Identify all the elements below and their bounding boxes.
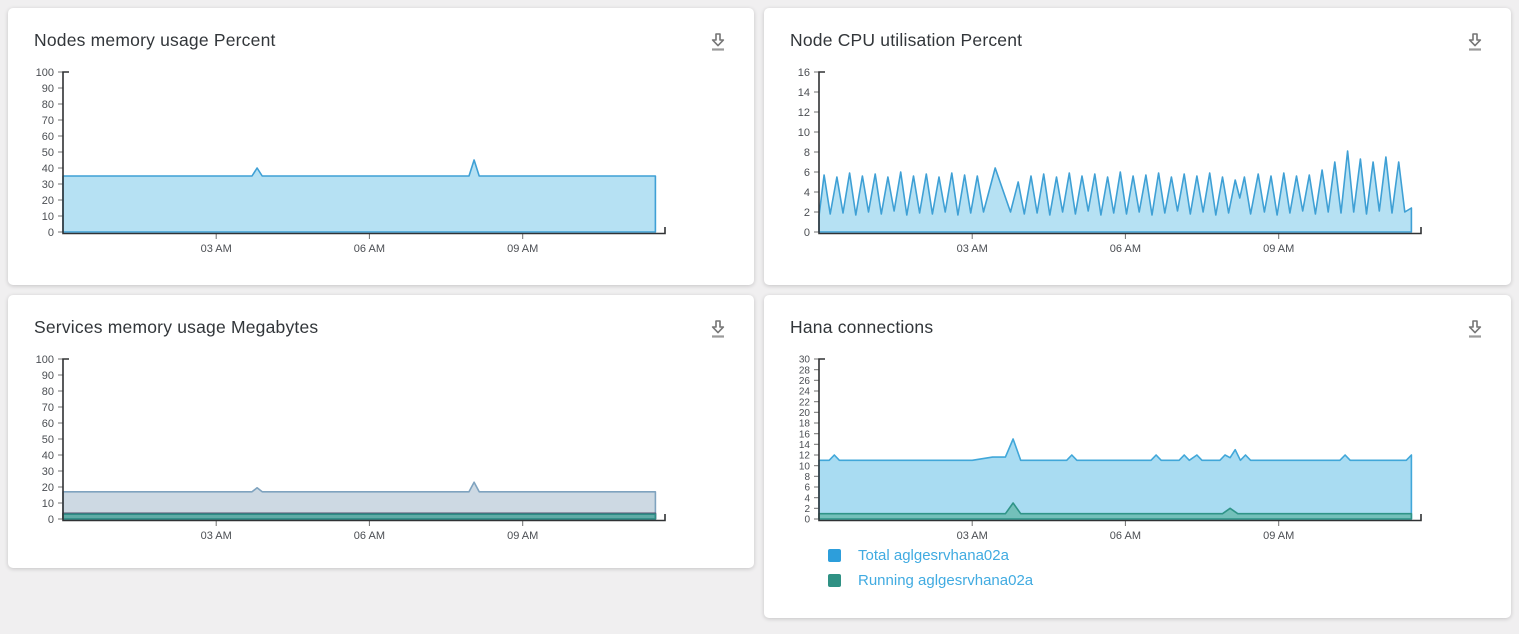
svg-text:10: 10 [42, 498, 54, 510]
download-button[interactable] [1463, 317, 1487, 341]
svg-text:60: 60 [42, 131, 54, 143]
legend-item-running[interactable]: Running aglgesrvhana02a [828, 568, 1033, 593]
svg-text:09 AM: 09 AM [1263, 243, 1294, 255]
download-icon [711, 320, 725, 338]
panel-services-memory-usage: Services memory usage Megabytes 0 10 20 30 4… [8, 295, 754, 568]
svg-text:60: 60 [42, 418, 54, 430]
svg-text:30: 30 [42, 179, 54, 191]
svg-text:06 AM: 06 AM [354, 243, 385, 255]
svg-text:03 AM: 03 AM [957, 530, 988, 542]
legend-swatch-running-icon [828, 574, 841, 587]
download-button[interactable] [706, 317, 730, 341]
svg-text:14: 14 [798, 87, 810, 99]
svg-text:22: 22 [799, 397, 811, 408]
svg-text:100: 100 [36, 354, 54, 366]
svg-text:18: 18 [799, 419, 811, 430]
svg-text:06 AM: 06 AM [354, 530, 385, 542]
legend-label-total: Total aglgesrvhana02a [858, 547, 1009, 564]
svg-text:4: 4 [804, 493, 810, 504]
svg-text:09 AM: 09 AM [1263, 530, 1294, 542]
svg-text:09 AM: 09 AM [507, 530, 538, 542]
svg-text:2: 2 [804, 207, 810, 219]
svg-text:50: 50 [42, 434, 54, 446]
download-icon [1468, 320, 1482, 338]
svg-text:16: 16 [799, 429, 811, 440]
svg-text:0: 0 [48, 227, 54, 239]
svg-text:03 AM: 03 AM [957, 243, 988, 255]
svg-text:4: 4 [804, 187, 810, 199]
svg-text:40: 40 [42, 450, 54, 462]
download-icon [711, 33, 725, 51]
svg-text:30: 30 [42, 466, 54, 478]
chart-title-hana-connections: Hana connections [790, 317, 934, 337]
svg-text:0: 0 [48, 514, 54, 526]
svg-text:26: 26 [799, 376, 811, 387]
svg-text:6: 6 [804, 167, 810, 179]
svg-text:90: 90 [42, 370, 54, 382]
svg-text:80: 80 [42, 386, 54, 398]
chart-nodes-memory-usage: 0 10 20 30 40 50 60 70 80 90 100 03 AM 06 AM 09 AM [36, 67, 666, 255]
download-button[interactable] [706, 30, 730, 54]
svg-text:03 AM: 03 AM [201, 530, 232, 542]
svg-text:10: 10 [798, 127, 810, 139]
svg-text:0: 0 [804, 515, 810, 526]
svg-text:70: 70 [42, 402, 54, 414]
svg-text:0: 0 [804, 227, 810, 239]
chart-node-cpu-utilisation: 0 2 4 6 8 10 12 14 16 03 AM 06 AM 09 AM [798, 67, 1422, 255]
svg-text:90: 90 [42, 83, 54, 95]
svg-text:10: 10 [799, 461, 811, 472]
panel-node-cpu-utilisation: Node CPU utilisation Percent 0 2 4 6 8 10 12 14… [764, 8, 1511, 285]
svg-text:20: 20 [42, 482, 54, 494]
svg-text:20: 20 [42, 195, 54, 207]
svg-text:8: 8 [804, 472, 810, 483]
panel-hana-connections: Hana connections 0 2 4 6 8 10 12 14 16 18 20 22 24 26… [764, 295, 1511, 618]
chart-title-node-cpu: Node CPU utilisation Percent [790, 30, 1023, 50]
svg-text:14: 14 [799, 440, 811, 451]
svg-text:70: 70 [42, 115, 54, 127]
legend-label-running: Running aglgesrvhana02a [858, 572, 1034, 589]
legend-swatch-total-icon [828, 549, 841, 562]
chart-title-nodes-memory: Nodes memory usage Percent [34, 30, 276, 50]
svg-text:2: 2 [804, 504, 810, 515]
svg-text:06 AM: 06 AM [1110, 243, 1141, 255]
svg-text:03 AM: 03 AM [201, 243, 232, 255]
svg-text:06 AM: 06 AM [1110, 530, 1141, 542]
svg-text:20: 20 [799, 408, 811, 419]
download-icon [1468, 33, 1482, 51]
svg-text:100: 100 [36, 67, 54, 79]
svg-text:80: 80 [42, 99, 54, 111]
chart-services-memory-usage: 0 10 20 30 40 50 60 70 80 90 100 03 AM 06 AM 09 AM [36, 354, 666, 542]
download-button[interactable] [1463, 30, 1487, 54]
svg-text:12: 12 [798, 107, 810, 119]
svg-text:28: 28 [799, 365, 811, 376]
svg-text:30: 30 [799, 355, 811, 366]
legend-item-total[interactable]: Total aglgesrvhana02a [828, 543, 1033, 568]
svg-text:12: 12 [799, 451, 811, 462]
svg-text:16: 16 [798, 67, 810, 79]
chart-legend: Total aglgesrvhana02a Running aglgesrvha… [828, 543, 1033, 593]
svg-text:09 AM: 09 AM [507, 243, 538, 255]
svg-text:6: 6 [804, 483, 810, 494]
chart-title-services-memory: Services memory usage Megabytes [34, 317, 319, 337]
svg-text:50: 50 [42, 147, 54, 159]
svg-text:10: 10 [42, 211, 54, 223]
svg-text:40: 40 [42, 163, 54, 175]
svg-text:24: 24 [799, 387, 811, 398]
panel-nodes-memory-usage: Nodes memory usage Percent 0 10 20 30 40 50 60… [8, 8, 754, 285]
svg-text:8: 8 [804, 147, 810, 159]
